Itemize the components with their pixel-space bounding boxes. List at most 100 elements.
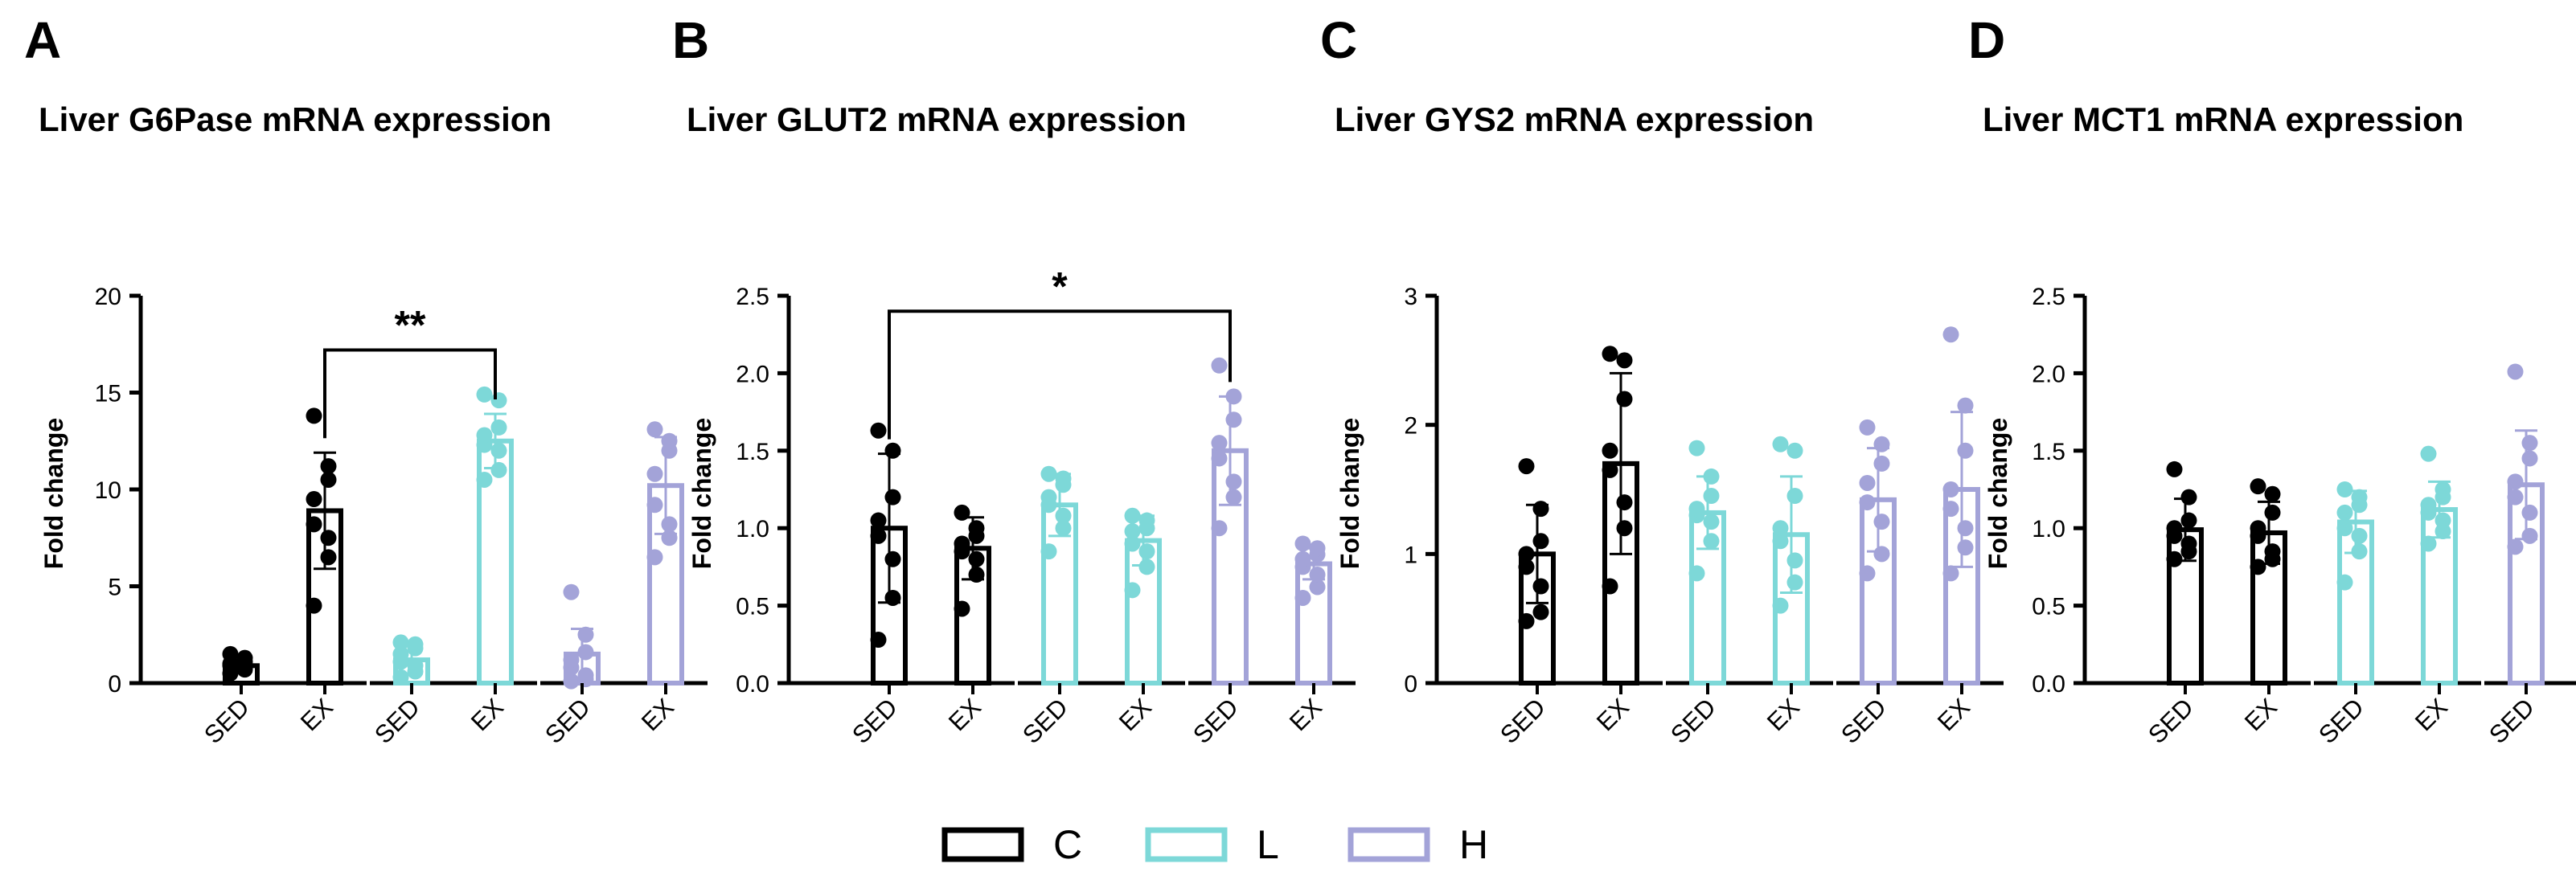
panel-d-data-point <box>2434 481 2451 497</box>
panel-d-data-point <box>2420 497 2437 514</box>
panel-c-data-point <box>1859 474 1876 491</box>
panel-c-x-tick-label: SED <box>1665 693 1721 749</box>
panel-a-y-tick-label: 5 <box>108 575 121 601</box>
panel-d-data-point <box>2180 489 2197 505</box>
panel-a-data-point <box>661 432 678 449</box>
panel-c-data-point <box>1616 391 1633 407</box>
panel-b-data-point <box>1124 507 1141 524</box>
panel-b-data-point <box>968 567 985 583</box>
panel-a-data-point <box>646 421 663 438</box>
panel-c-data-point <box>1688 565 1705 582</box>
panel-b-data-point <box>1225 473 1242 490</box>
panel-a-data-point <box>646 549 663 566</box>
panel-c-data-point <box>1957 539 1974 556</box>
panel-d-data-point <box>2264 504 2281 521</box>
panel-b-data-point <box>1309 579 1326 596</box>
panel-d-y-tick-label: 1.0 <box>2032 516 2065 542</box>
panel-d-data-point <box>2250 520 2266 537</box>
panel-c-data-point <box>1957 442 1974 459</box>
panel-a-y-tick-label: 0 <box>108 671 121 698</box>
panel-b-data-point <box>1124 535 1141 552</box>
panel-c-x-tick-label: EX <box>1762 693 1805 736</box>
panel-d-data-point <box>2264 485 2281 502</box>
panel-b-data-point <box>870 422 887 439</box>
panel-c-data-point <box>1772 533 1789 550</box>
panel-b-significance-label: * <box>1052 264 1068 309</box>
panel-c-x-tick-label: EX <box>1932 693 1975 736</box>
panel-b-data-point <box>1309 567 1326 583</box>
panel-b-y-tick-label: 0.5 <box>736 594 769 620</box>
panel-c-x-tick-label: SED <box>1495 693 1551 749</box>
panel-a-data-point <box>490 461 507 478</box>
panel-d-data-point <box>2264 543 2281 560</box>
panel-c-data-point <box>1873 436 1890 452</box>
panel-d-data-point <box>2351 527 2368 544</box>
panel-d-x-tick-label: SED <box>2313 693 2369 749</box>
legend-swatch-h <box>1347 827 1430 862</box>
panel-a-data-point <box>577 626 594 643</box>
panel-d-data-point <box>2507 473 2524 490</box>
panel-b-data-point <box>1040 489 1057 505</box>
panel-b-data-point <box>954 504 970 521</box>
panel-d-data-point <box>2521 504 2538 521</box>
panel-a-data-point <box>476 471 493 488</box>
panel-a-data-point <box>306 491 322 508</box>
panel-a-y-axis-label: Fold change <box>39 418 68 569</box>
panel-d-data-point <box>2420 535 2437 552</box>
panel-b-data-point <box>1055 507 1072 524</box>
panel-d-x-tick-label: EX <box>2410 693 2453 736</box>
panel-d-title: Liver MCT1 mRNA expression <box>1983 100 2463 138</box>
panel-d-data-point <box>2166 460 2183 477</box>
panel-a-data-point <box>490 419 507 436</box>
panel-b-data-point <box>870 632 887 649</box>
panel-c-data-point <box>1786 442 1803 459</box>
panel-b-data-point <box>1055 470 1072 487</box>
panel-d-data-point <box>2507 538 2524 555</box>
panel-a-x-tick-label: SED <box>199 693 255 749</box>
panel-b-data-point <box>1294 551 1311 567</box>
panel-c-data-point <box>1957 520 1974 537</box>
panel-d-x-tick-label: SED <box>2484 693 2540 749</box>
panel-c-data-point <box>1688 501 1705 518</box>
panel-b-data-point <box>1124 582 1141 599</box>
panel-c-data-point <box>1602 461 1618 478</box>
panel-b-data-point <box>1040 465 1057 482</box>
panel-c-data-point <box>1873 546 1890 563</box>
panel-a-data-point <box>392 645 409 662</box>
panel-a-y-tick-label: 15 <box>95 381 121 407</box>
panel-c-data-point <box>1873 455 1890 472</box>
panel-a-data-point <box>306 407 322 424</box>
panel-a-data-point <box>320 549 337 566</box>
panel-b-data-point <box>1294 535 1311 552</box>
panel-c-data-point <box>1786 552 1803 569</box>
panel-c-data-point <box>1786 574 1803 591</box>
panel-d-y-tick-label: 0.5 <box>2032 594 2065 620</box>
panel-c-data-point <box>1532 533 1549 550</box>
panel-d-data-point <box>2166 520 2183 537</box>
panel-d-data-point <box>2351 489 2368 505</box>
panel-d-data-point <box>2351 543 2368 560</box>
panel-a-data-point <box>563 652 580 669</box>
panel-a-data-point <box>563 673 580 690</box>
panel-d-data-point <box>2336 504 2353 521</box>
panel-a-data-point <box>407 657 424 674</box>
panel-b-data-point <box>1040 543 1057 560</box>
panel-c-data-point <box>1602 442 1618 459</box>
panel-a-y-tick-label: 20 <box>95 284 121 310</box>
panel-b-x-tick-label: SED <box>1188 693 1244 749</box>
panel-b-data-point <box>1138 559 1155 575</box>
panel-c-data-point <box>1859 494 1876 511</box>
panel-b-data-point <box>1138 543 1155 560</box>
panel-c-data-point <box>1616 494 1633 511</box>
panel-b-data-point <box>884 589 901 606</box>
panel-c-data-point <box>1616 520 1633 537</box>
panel-b-data-point <box>884 442 901 459</box>
panel-b-data-point <box>1225 411 1242 428</box>
panel-c-data-point <box>1602 578 1618 595</box>
panel-a-letter: A <box>24 11 61 69</box>
panel-b-x-tick-label: EX <box>1284 693 1327 736</box>
panel-c-data-point <box>1518 458 1535 475</box>
panel-d-data-point <box>2250 559 2266 575</box>
panel-a-data-point <box>236 649 253 666</box>
panel-c-data-point <box>1532 578 1549 595</box>
